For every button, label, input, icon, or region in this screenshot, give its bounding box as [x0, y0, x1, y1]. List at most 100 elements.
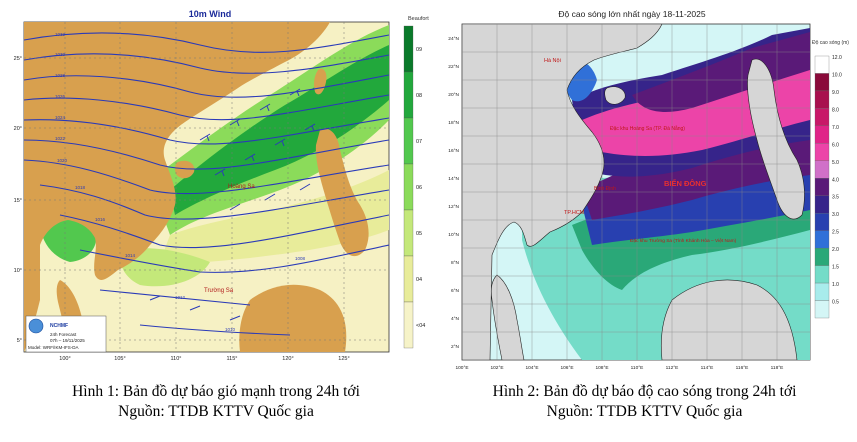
colorbar-swatch — [403, 71, 414, 119]
wave-colorbar: 12.0 10.0 9.0 8.0 7.0 6.0 5.0 4.0 3.5 3.0 2.5 2.0 1.… — [814, 55, 842, 319]
colorbar-label: 2.0 — [832, 247, 839, 253]
nchmf-logo-icon — [28, 318, 44, 334]
wind-band-gulf — [40, 218, 97, 262]
isobar-label: 1010 — [225, 327, 236, 332]
colorbar-label: <04 — [416, 323, 425, 329]
lon-label: 105° — [114, 356, 125, 362]
colorbar-swatch — [403, 25, 414, 73]
colorbar-swatch — [814, 178, 830, 196]
lon-label: 115° — [227, 356, 238, 362]
land-philippines — [315, 128, 369, 257]
isobar-label: 1016 — [95, 217, 106, 222]
lon-label: 110° — [171, 356, 182, 362]
colorbar-label: 1.0 — [832, 282, 839, 288]
land-hainan — [174, 160, 195, 179]
colorbar-swatch — [814, 143, 830, 161]
figure-2-source: Nguồn: TTDB KTTV Quốc gia — [546, 403, 743, 420]
figure-1-source: Nguồn: TTDB KTTV Quốc gia — [118, 403, 314, 420]
colorbar-label: 05 — [416, 231, 422, 237]
isobar-label: 1008 — [295, 256, 306, 261]
colorbar-label: 07 — [416, 139, 422, 145]
lon-label: 118°E — [771, 365, 784, 371]
wave-map-title: Độ cao sóng lớn nhất ngày 18-11-2025 — [558, 9, 705, 19]
lon-label: 106°E — [560, 365, 573, 371]
place-label-hcm: TP.HCM — [564, 210, 585, 216]
colorbar-swatch — [814, 125, 830, 144]
isobar-labels: 1032 1030 1028 1026 1024 1022 1020 1018 1016 1014… — [55, 32, 306, 332]
colorbar-swatch — [403, 117, 414, 165]
land-malaya — [490, 274, 525, 360]
colorbar-label: 8.0 — [832, 107, 839, 113]
colorbar-swatch — [814, 265, 830, 284]
isobar-label: 1026 — [55, 94, 66, 99]
isobar-label: 1030 — [55, 52, 66, 57]
logo-text: NCHMF — [50, 323, 68, 329]
colorbar-label: 1.5 — [832, 265, 839, 271]
latitude-labels: 25° 20° 15° 10° 5° — [14, 56, 22, 344]
lat-label: 24°N — [448, 36, 459, 42]
colorbar-swatch — [403, 163, 414, 211]
colorbar-label: 10.0 — [832, 72, 842, 78]
colorbar-swatch — [814, 282, 830, 301]
colorbar-label: 7.0 — [832, 125, 839, 131]
place-label-truong-sa: Trường Sa — [204, 288, 234, 294]
colorbar-swatch — [814, 108, 830, 127]
longitude-labels: 100°E 102°E 104°E 106°E 108°E 110°E 112°E 114°E… — [455, 365, 783, 371]
wind-map: 1032 1030 1028 1026 1024 1022 1020 1018 1016 1014… — [14, 9, 430, 362]
land-mainland — [24, 22, 330, 352]
place-label-binh-dinh: Bình Định — [594, 186, 616, 192]
isobar-label: 1012 — [175, 295, 186, 300]
isobar-lines — [24, 32, 389, 336]
wind-unit-label: Beaufort — [408, 16, 429, 22]
colorbar-label: 09 — [416, 47, 422, 53]
lon-label: 120° — [282, 356, 293, 362]
lat-label: 12°N — [448, 204, 459, 210]
lon-label: 100°E — [455, 365, 468, 371]
colorbar-swatch — [814, 247, 830, 266]
lon-label: 112°E — [666, 365, 679, 371]
lat-label: 5° — [17, 338, 22, 344]
lat-label: 25° — [14, 56, 22, 62]
wind-forecast-panel: 1032 1030 1028 1026 1024 1022 1020 1018 1016 1014… — [14, 9, 430, 420]
lat-label: 14°N — [448, 176, 459, 182]
lat-label: 10°N — [448, 232, 459, 238]
place-label-bien-dong: BIỂN ĐÔNG — [664, 179, 707, 188]
wind-band-moderate — [160, 170, 389, 264]
lat-label: 20° — [14, 126, 22, 132]
lat-label: 10° — [14, 268, 22, 274]
colorbar-label: 06 — [416, 185, 422, 191]
colorbar-swatch — [814, 160, 830, 179]
colorbar-label: 6.0 — [832, 142, 839, 148]
isobar-label: 1028 — [55, 73, 66, 78]
colorbar-swatch — [814, 55, 830, 74]
graticule — [462, 24, 810, 360]
isobar-label: 1014 — [125, 253, 136, 258]
lat-label: 15° — [14, 198, 22, 204]
place-label-hoang-sa: Đặc khu Hoàng Sa (TP. Đà Nẵng) — [610, 125, 685, 132]
lat-label: 6°N — [451, 288, 460, 294]
lon-label: 110°E — [631, 365, 644, 371]
lat-label: 16°N — [448, 148, 459, 154]
wind-map-title: 10m Wind — [189, 9, 231, 19]
place-label-ha-noi: Hà Nội — [544, 58, 561, 64]
lon-label: 100° — [59, 356, 70, 362]
lon-label: 125° — [338, 356, 349, 362]
lon-label: 102°E — [490, 365, 503, 371]
lat-label: 2°N — [451, 344, 460, 350]
wind-band-south — [119, 248, 210, 287]
isobar-label: 1024 — [55, 115, 66, 120]
wind-band-core — [170, 45, 389, 215]
lon-label: 114°E — [701, 365, 714, 371]
lon-label: 104°E — [525, 365, 538, 371]
figure-2-caption: Hình 2: Bản đồ dự báo độ cao sóng trong … — [492, 383, 797, 400]
place-label-hoang-sa: Hoàng Sa — [228, 184, 255, 190]
wave-unit-label: Độ cao sóng (m) — [812, 40, 849, 46]
isobar-label: 1032 — [55, 32, 66, 37]
lat-label: 8°N — [451, 260, 460, 266]
wind-barbs — [149, 88, 316, 321]
colorbar-swatch — [814, 300, 830, 319]
wave-map: Hà Nội Đặc khu Hoàng Sa (TP. Đà Nẵng) Bì… — [448, 9, 849, 371]
colorbar-label: 3.5 — [832, 195, 839, 201]
isobar-label: 1018 — [75, 185, 86, 190]
longitude-labels: 100° 105° 110° 115° 120° 125° — [59, 356, 349, 362]
